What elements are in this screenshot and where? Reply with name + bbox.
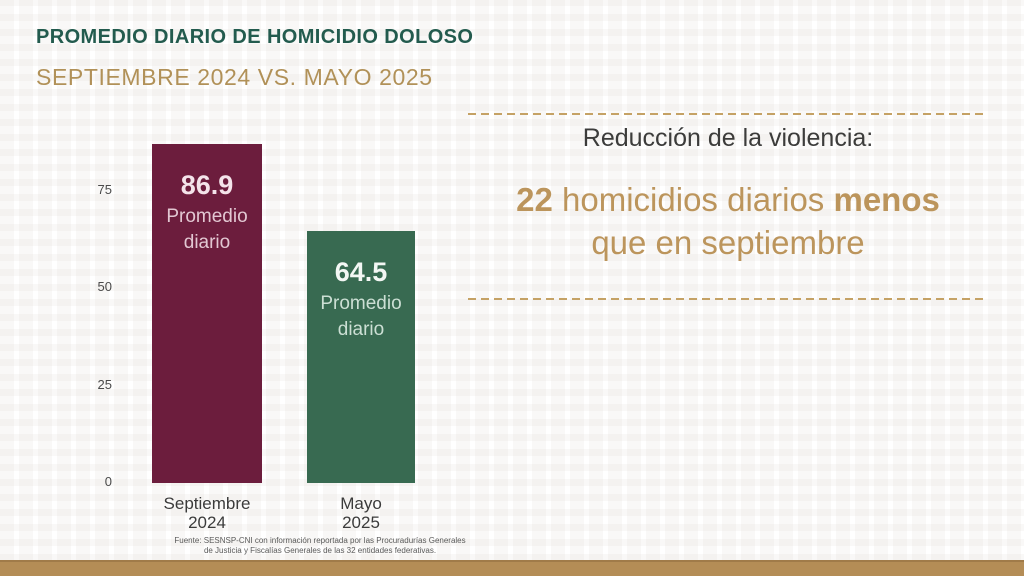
- callout-line1: 22 homicidios diarios menos: [468, 179, 988, 222]
- source-note-line1: Fuente: SESNSP-CNI con información repor…: [174, 536, 466, 545]
- source-note: Fuente: SESNSP-CNI con información repor…: [165, 536, 475, 557]
- x-axis-label-line: 2024: [188, 513, 226, 533]
- divider-dashed-top: [468, 113, 988, 115]
- x-axis-label-line: 2025: [342, 513, 380, 533]
- callout-line2: que en septiembre: [591, 223, 865, 261]
- callout-bold-word: menos: [833, 181, 940, 218]
- bar-chart: 75 50 25 0 86.9 Promedio diario 64.5 Pro…: [70, 120, 470, 532]
- bar-value-label-septiembre: 86.9: [180, 170, 234, 200]
- y-axis-tick-75: 75: [97, 181, 112, 197]
- x-axis-label-mayo-2025: Mayo 2025: [307, 494, 415, 532]
- page-title: PROMEDIO DIARIO DE HOMICIDIO DOLOSO: [36, 26, 474, 48]
- y-axis-tick-50: 50: [97, 279, 112, 294]
- divider-dashed-bottom: [468, 298, 988, 300]
- bar-value-label-mayo: 64.5: [334, 257, 388, 287]
- source-note-line2: de Justicia y Fiscalías Generales de las…: [203, 546, 437, 556]
- bar-septiembre-2024: 86.9 Promedio diario: [152, 144, 262, 483]
- x-axis-label-line: Mayo: [340, 494, 382, 513]
- footer-accent-bar: [0, 560, 1024, 576]
- callout-number: 22: [516, 181, 553, 218]
- callout-heading: Reducción de la violencia:: [582, 124, 874, 152]
- page-subtitle: SEPTIEMBRE 2024 VS. MAYO 2025: [36, 64, 433, 90]
- y-axis-tick-0: 0: [104, 474, 112, 489]
- bar-sublabel-mayo: Promedio diario: [320, 293, 402, 340]
- callout-message: 22 homicidios diarios menos que en septi…: [468, 179, 988, 265]
- x-axis-label-line: Septiembre: [163, 494, 251, 513]
- callout-mid-text: homicidios diarios: [552, 181, 834, 218]
- bar-mayo-2025: 64.5 Promedio diario: [307, 231, 415, 483]
- y-axis-tick-25: 25: [97, 376, 112, 392]
- x-axis-label-septiembre-2024: Septiembre 2024: [152, 494, 262, 532]
- bar-sublabel-septiembre: Promedio diario: [166, 206, 248, 253]
